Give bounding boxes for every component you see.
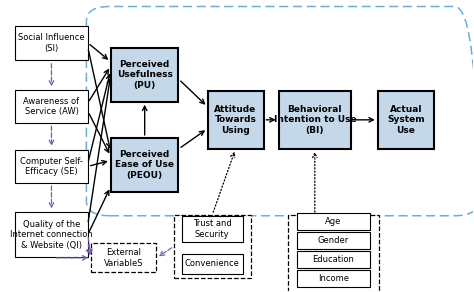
FancyBboxPatch shape — [378, 91, 434, 149]
FancyBboxPatch shape — [279, 91, 351, 149]
Text: Social Influence
(SI): Social Influence (SI) — [18, 33, 85, 53]
FancyBboxPatch shape — [297, 232, 370, 249]
FancyBboxPatch shape — [15, 90, 88, 124]
Text: Actual
System
Use: Actual System Use — [387, 105, 425, 135]
FancyBboxPatch shape — [297, 270, 370, 287]
FancyBboxPatch shape — [182, 216, 243, 242]
Text: Age: Age — [325, 217, 342, 226]
Text: Education: Education — [312, 255, 355, 264]
Text: Computer Self-
Efficacy (SE): Computer Self- Efficacy (SE) — [20, 157, 83, 176]
FancyBboxPatch shape — [15, 26, 88, 60]
FancyBboxPatch shape — [15, 150, 88, 183]
Text: Trust and
Security: Trust and Security — [193, 219, 232, 239]
FancyBboxPatch shape — [91, 243, 156, 272]
Text: Attitude
Towards
Using: Attitude Towards Using — [214, 105, 257, 135]
Text: Convenience: Convenience — [185, 259, 240, 268]
FancyBboxPatch shape — [15, 212, 88, 257]
FancyBboxPatch shape — [174, 215, 251, 277]
Text: Behavioral
Intention to Use
(BI): Behavioral Intention to Use (BI) — [273, 105, 356, 135]
Text: Perceived
Usefulness
(PU): Perceived Usefulness (PU) — [117, 60, 173, 90]
FancyBboxPatch shape — [297, 213, 370, 230]
Text: Quality of the
Internet connection
& Website (QI): Quality of the Internet connection & Web… — [10, 220, 93, 250]
Text: Income: Income — [318, 274, 349, 283]
FancyBboxPatch shape — [111, 48, 179, 102]
FancyBboxPatch shape — [208, 91, 264, 149]
FancyBboxPatch shape — [297, 251, 370, 268]
FancyBboxPatch shape — [111, 138, 179, 192]
FancyBboxPatch shape — [288, 215, 379, 292]
Text: Awareness of
Service (AW): Awareness of Service (AW) — [23, 97, 80, 117]
Text: Perceived
Ease of Use
(PEOU): Perceived Ease of Use (PEOU) — [115, 150, 174, 180]
Text: Gender: Gender — [318, 236, 349, 245]
Text: External
VariableS: External VariableS — [104, 248, 144, 267]
FancyBboxPatch shape — [182, 253, 243, 274]
